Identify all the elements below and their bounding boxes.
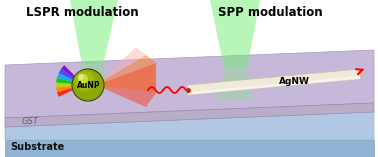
Circle shape <box>78 74 88 84</box>
Polygon shape <box>5 112 374 140</box>
Polygon shape <box>96 55 156 85</box>
Polygon shape <box>218 68 253 100</box>
Polygon shape <box>96 85 156 107</box>
Polygon shape <box>59 69 84 85</box>
Polygon shape <box>75 65 110 90</box>
Text: AuNP: AuNP <box>77 81 101 90</box>
Polygon shape <box>61 65 84 85</box>
Circle shape <box>76 72 92 88</box>
Polygon shape <box>56 83 84 87</box>
Circle shape <box>74 70 96 92</box>
Polygon shape <box>96 47 146 85</box>
Polygon shape <box>56 85 84 92</box>
Polygon shape <box>5 140 374 157</box>
Text: LSPR modulation: LSPR modulation <box>26 5 138 19</box>
Circle shape <box>78 74 84 80</box>
Circle shape <box>77 73 91 87</box>
Polygon shape <box>188 76 361 95</box>
Text: GST: GST <box>22 117 39 127</box>
Text: Substrate: Substrate <box>10 142 64 152</box>
Polygon shape <box>70 0 118 65</box>
Circle shape <box>75 71 94 90</box>
Polygon shape <box>57 85 84 97</box>
Polygon shape <box>5 50 374 118</box>
Polygon shape <box>57 73 84 85</box>
Text: SPP modulation: SPP modulation <box>218 5 322 19</box>
Polygon shape <box>187 69 361 95</box>
Polygon shape <box>210 0 260 68</box>
Circle shape <box>72 69 104 101</box>
Polygon shape <box>56 78 84 85</box>
Polygon shape <box>96 63 156 93</box>
Text: AgNW: AgNW <box>279 78 310 87</box>
Circle shape <box>74 70 95 91</box>
Polygon shape <box>5 103 374 127</box>
